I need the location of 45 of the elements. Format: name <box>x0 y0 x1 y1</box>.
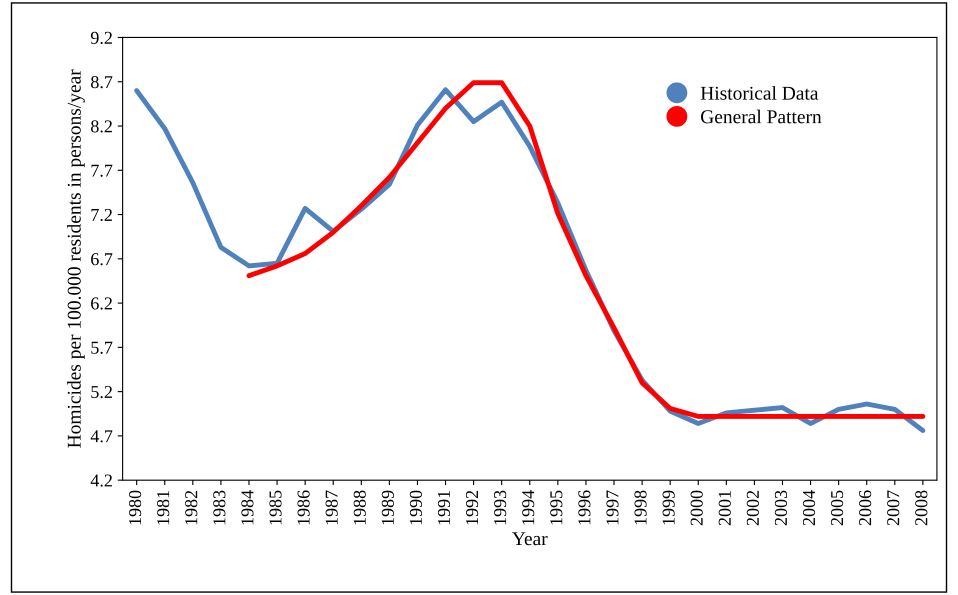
x-tick-label: 2008 <box>915 490 928 526</box>
y-tick-label: 7.7 <box>92 164 112 177</box>
x-tick-label: 1990 <box>410 490 422 524</box>
y-tick-label: 9.2 <box>90 32 112 44</box>
x-tick-label: 2006 <box>859 490 872 526</box>
y-tick-label: 8.7 <box>91 76 112 88</box>
legend-label: Historical Data <box>700 86 818 100</box>
x-tick-label: 2005 <box>830 490 844 526</box>
x-tick-label: 2000 <box>690 490 703 526</box>
y-axis-title: Homicides per 100.000 residents in persons/year <box>67 69 85 448</box>
x-tick-label: 1995 <box>550 490 562 524</box>
x-tick-label: 1980 <box>129 490 142 524</box>
x-tick-label: 1993 <box>494 490 506 524</box>
y-tick-label: 4.7 <box>90 430 112 442</box>
x-tick-label: 1984 <box>241 490 254 524</box>
x-tick-label: 1981 <box>157 490 170 524</box>
y-tick-label: 7.2 <box>92 208 112 222</box>
x-tick-label: 1992 <box>466 490 478 524</box>
x-tick-label: 1998 <box>634 490 647 524</box>
x-tick-label: 1985 <box>269 490 282 524</box>
y-tick-label: 6.7 <box>91 253 112 266</box>
y-tick-label: 6.2 <box>91 297 112 310</box>
legend-label: General Pattern <box>701 110 822 124</box>
x-tick-label: 1997 <box>606 490 619 524</box>
x-tick-label: 2007 <box>887 490 900 526</box>
x-tick-label: 1987 <box>326 490 338 524</box>
y-tick-label: 5.7 <box>91 342 112 354</box>
y-tick-label: 4.2 <box>90 474 112 487</box>
x-tick-label: 1983 <box>213 490 226 524</box>
y-tick-label: 5.2 <box>91 386 112 398</box>
x-tick-label: 1996 <box>578 490 590 524</box>
x-axis-title: Year <box>512 532 548 546</box>
line-series <box>246 80 926 419</box>
x-tick-label: 1991 <box>438 490 450 524</box>
x-tick-label: 1986 <box>297 490 310 524</box>
x-tick-label: 1989 <box>382 490 394 524</box>
x-tick-label: 2001 <box>718 490 731 526</box>
x-tick-label: 1982 <box>185 490 198 524</box>
x-tick-label: 2002 <box>746 490 759 526</box>
x-tick-label: 1994 <box>522 490 534 524</box>
x-tick-label: 1988 <box>354 490 366 524</box>
y-tick-label: 8.2 <box>91 120 112 133</box>
x-tick-label: 2004 <box>802 490 816 526</box>
x-tick-label: 2003 <box>774 490 788 526</box>
x-tick-label: 1999 <box>662 490 675 524</box>
